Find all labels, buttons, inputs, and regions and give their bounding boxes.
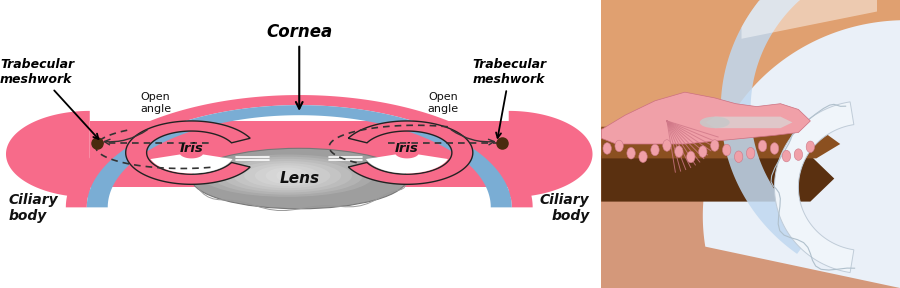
- Ellipse shape: [244, 163, 330, 188]
- Ellipse shape: [233, 161, 341, 190]
- Ellipse shape: [615, 140, 624, 152]
- Text: Trabecular
meshwork: Trabecular meshwork: [472, 58, 547, 138]
- Polygon shape: [6, 111, 90, 197]
- Polygon shape: [601, 158, 900, 288]
- Polygon shape: [86, 105, 512, 207]
- Text: Trabecular
meshwork: Trabecular meshwork: [0, 58, 98, 139]
- Text: Cornea: Cornea: [266, 23, 332, 109]
- Text: Ciliary
body: Ciliary body: [9, 193, 58, 223]
- Polygon shape: [126, 121, 250, 184]
- Ellipse shape: [711, 140, 719, 151]
- Ellipse shape: [698, 146, 707, 157]
- Polygon shape: [150, 154, 232, 173]
- Polygon shape: [508, 111, 592, 197]
- Text: Open
angle: Open angle: [140, 92, 171, 114]
- Ellipse shape: [675, 146, 683, 158]
- Text: Open
angle: Open angle: [428, 92, 458, 114]
- Ellipse shape: [651, 144, 659, 156]
- Ellipse shape: [662, 140, 671, 151]
- Ellipse shape: [627, 147, 635, 159]
- Polygon shape: [66, 95, 533, 207]
- Ellipse shape: [212, 157, 363, 195]
- Ellipse shape: [794, 149, 803, 160]
- Ellipse shape: [201, 154, 374, 197]
- Polygon shape: [601, 92, 810, 144]
- Polygon shape: [742, 0, 877, 39]
- Ellipse shape: [759, 140, 767, 152]
- Ellipse shape: [723, 144, 731, 156]
- Ellipse shape: [770, 143, 778, 154]
- Polygon shape: [601, 127, 841, 158]
- Ellipse shape: [782, 150, 790, 162]
- Polygon shape: [775, 102, 854, 272]
- Text: Lens: Lens: [279, 171, 320, 186]
- Ellipse shape: [255, 165, 320, 186]
- Polygon shape: [366, 154, 448, 173]
- Text: Iris: Iris: [395, 142, 419, 155]
- Ellipse shape: [276, 170, 298, 182]
- Polygon shape: [90, 121, 508, 187]
- Ellipse shape: [603, 143, 611, 154]
- Text: Iris: Iris: [180, 142, 203, 155]
- Ellipse shape: [192, 148, 407, 209]
- Ellipse shape: [266, 168, 309, 184]
- Ellipse shape: [639, 151, 647, 162]
- Ellipse shape: [746, 147, 755, 159]
- Ellipse shape: [222, 159, 352, 193]
- Ellipse shape: [806, 141, 814, 153]
- Ellipse shape: [700, 117, 730, 128]
- Ellipse shape: [734, 151, 742, 162]
- Polygon shape: [348, 121, 472, 184]
- Ellipse shape: [687, 151, 695, 163]
- Polygon shape: [721, 0, 882, 254]
- Polygon shape: [703, 20, 900, 288]
- Polygon shape: [706, 117, 792, 128]
- Polygon shape: [601, 156, 834, 202]
- Polygon shape: [601, 0, 900, 288]
- Text: Ciliary
body: Ciliary body: [540, 193, 590, 223]
